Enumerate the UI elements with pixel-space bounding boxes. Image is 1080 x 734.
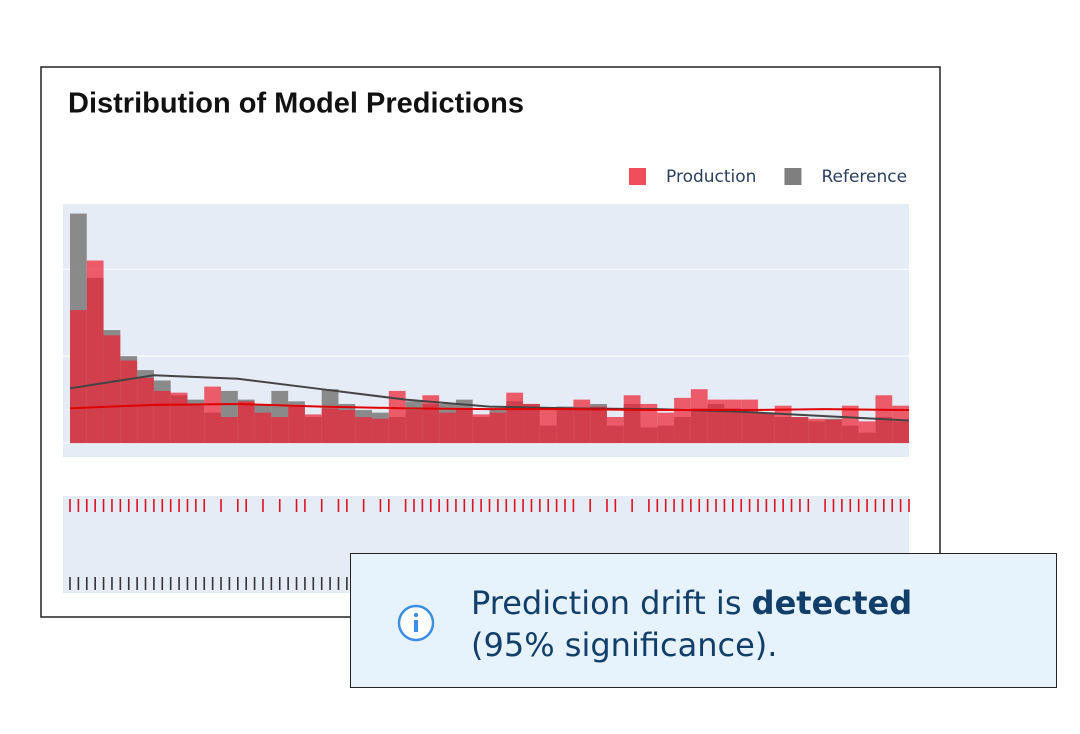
histogram-bar — [372, 418, 389, 444]
chart-title: Distribution of Model Predictions — [68, 88, 524, 120]
histogram-bar — [221, 417, 238, 444]
histogram-bar — [70, 310, 87, 444]
histogram-bar — [674, 397, 691, 444]
histogram-bar — [455, 408, 473, 444]
histogram-bar — [791, 417, 809, 444]
histogram-bar — [774, 405, 792, 444]
alert-box: Prediction drift is detected (95% signif… — [350, 553, 1057, 688]
histogram-bar — [707, 399, 725, 444]
histogram-bar — [405, 410, 423, 444]
histogram-bar — [539, 410, 557, 444]
histogram-bar — [304, 414, 322, 444]
histogram-bar — [590, 406, 607, 444]
histogram-bar — [690, 389, 708, 444]
kde-line — [69, 402, 910, 412]
histogram-bar — [153, 390, 171, 444]
histogram-bar — [757, 412, 775, 444]
histogram-bar — [422, 395, 440, 444]
histogram-bar — [187, 403, 205, 444]
histogram-bar — [288, 406, 305, 444]
histogram-bar — [858, 421, 876, 444]
histogram-bar — [86, 260, 104, 444]
histogram-bar — [321, 408, 339, 444]
histogram-bar — [623, 395, 641, 444]
histogram-bar — [724, 399, 742, 444]
alert-message: Prediction drift is detected (95% signif… — [471, 582, 912, 666]
legend-label: Reference — [821, 167, 907, 187]
histogram-bar — [892, 405, 909, 444]
histogram-bar — [573, 399, 591, 444]
histogram-bar — [523, 403, 540, 444]
histogram-bar — [489, 412, 507, 444]
histogram-bar — [841, 405, 859, 444]
histogram-bar — [170, 392, 188, 444]
legend-swatch — [629, 168, 646, 185]
histogram-bar — [120, 360, 138, 444]
histogram-bar — [506, 392, 524, 444]
histogram-bar — [640, 403, 658, 444]
histogram-bar — [103, 335, 121, 444]
histogram-bar — [606, 417, 624, 444]
legend-swatch — [784, 168, 802, 185]
histogram-bar — [439, 412, 456, 444]
alert-detail: (95% significance). — [471, 626, 778, 664]
histogram-bar — [338, 410, 356, 444]
kde-line — [69, 374, 910, 422]
histogram-bar — [556, 408, 574, 444]
histogram-bar — [237, 401, 255, 444]
histogram-bar — [388, 390, 406, 444]
alert-text: Prediction drift is — [471, 584, 742, 622]
histogram-bar — [355, 417, 373, 444]
histogram-bar — [204, 386, 222, 444]
histogram-bar — [657, 412, 675, 444]
info-icon — [397, 604, 435, 642]
histogram-bar — [825, 419, 842, 444]
histogram-bar — [472, 414, 490, 444]
histogram-bar — [137, 377, 154, 444]
histogram-bar — [741, 399, 758, 444]
histogram-bar — [254, 412, 272, 444]
histogram-bar — [271, 417, 289, 444]
alert-emphasis: detected — [751, 584, 913, 622]
legend-label: Production — [666, 167, 756, 187]
histogram-bar — [808, 418, 826, 444]
